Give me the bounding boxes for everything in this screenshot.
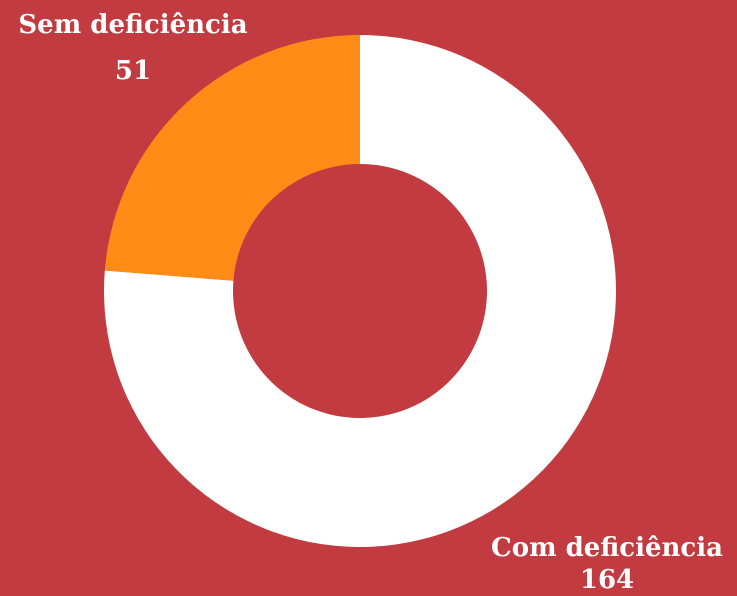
donut-slice bbox=[104, 35, 361, 281]
slice-value: 164 bbox=[580, 565, 634, 595]
donut-slice bbox=[103, 35, 616, 548]
slice-label: Sem deficiência bbox=[18, 10, 247, 40]
slice-value: 51 bbox=[115, 56, 151, 86]
slice-label: Com deficiência bbox=[491, 533, 723, 563]
